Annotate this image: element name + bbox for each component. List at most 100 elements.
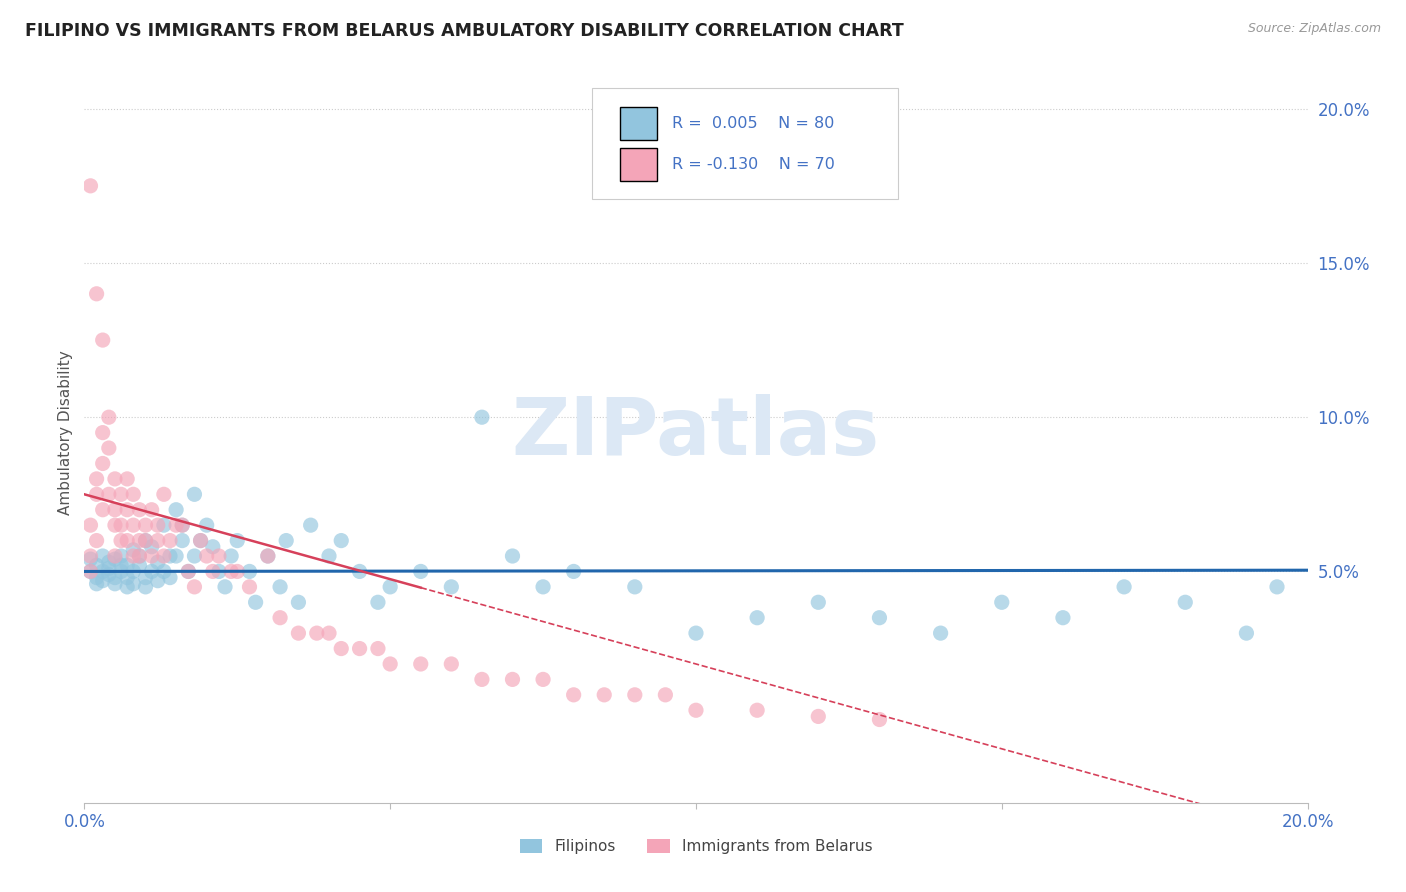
Point: [135, 533, 157, 548]
FancyBboxPatch shape: [620, 147, 657, 181]
Point: [86, 558, 108, 573]
Y-axis label: Ambulatory Disability: Ambulatory Disability: [58, 351, 73, 515]
Point: [110, 518, 132, 533]
Point: [128, 502, 150, 516]
Point: [141, 502, 163, 516]
Point: [115, 558, 138, 573]
Point: [502, 549, 524, 563]
Point: [122, 542, 145, 557]
Point: [471, 673, 494, 687]
Point: [91, 549, 114, 563]
Point: [624, 580, 647, 594]
Point: [86, 472, 108, 486]
Point: [110, 549, 132, 563]
Point: [153, 518, 176, 533]
Point: [807, 709, 830, 723]
Point: [122, 576, 145, 591]
Point: [141, 540, 163, 554]
Point: [440, 657, 463, 671]
Point: [91, 333, 114, 347]
Point: [86, 576, 108, 591]
Point: [97, 410, 120, 425]
Point: [104, 518, 127, 533]
Point: [807, 595, 830, 609]
Point: [110, 487, 132, 501]
Point: [104, 576, 127, 591]
Point: [654, 688, 676, 702]
Point: [349, 565, 371, 579]
Point: [593, 688, 616, 702]
Point: [269, 580, 291, 594]
Point: [869, 713, 891, 727]
Point: [146, 533, 169, 548]
Point: [1236, 626, 1258, 640]
Point: [115, 472, 138, 486]
Point: [172, 518, 194, 533]
Point: [183, 549, 205, 563]
Point: [562, 565, 585, 579]
Point: [183, 487, 205, 501]
Point: [79, 178, 101, 193]
Point: [165, 502, 187, 516]
Point: [330, 533, 353, 548]
Point: [190, 533, 212, 548]
Point: [153, 487, 176, 501]
Point: [190, 533, 212, 548]
Point: [929, 626, 952, 640]
Text: Source: ZipAtlas.com: Source: ZipAtlas.com: [1247, 22, 1381, 36]
Point: [685, 626, 707, 640]
Point: [91, 425, 114, 440]
Point: [219, 565, 242, 579]
Point: [685, 703, 707, 717]
Point: [141, 565, 163, 579]
Point: [79, 549, 101, 563]
Point: [79, 565, 101, 579]
Point: [747, 703, 769, 717]
Point: [195, 518, 218, 533]
Point: [128, 558, 150, 573]
Point: [159, 533, 181, 548]
Point: [122, 518, 145, 533]
Point: [624, 688, 647, 702]
Point: [409, 657, 432, 671]
Point: [104, 502, 127, 516]
Point: [79, 518, 101, 533]
Point: [471, 410, 494, 425]
Text: FILIPINO VS IMMIGRANTS FROM BELARUS AMBULATORY DISABILITY CORRELATION CHART: FILIPINO VS IMMIGRANTS FROM BELARUS AMBU…: [25, 22, 904, 40]
Point: [226, 533, 249, 548]
Point: [531, 673, 554, 687]
Point: [86, 487, 108, 501]
Point: [531, 580, 554, 594]
Point: [159, 549, 181, 563]
Point: [135, 518, 157, 533]
Text: ZIPatlas: ZIPatlas: [512, 393, 880, 472]
Point: [208, 565, 231, 579]
Point: [110, 533, 132, 548]
Point: [869, 610, 891, 624]
Point: [97, 441, 120, 455]
Point: [747, 610, 769, 624]
Point: [159, 571, 181, 585]
Point: [257, 549, 280, 563]
Point: [97, 567, 120, 582]
Legend: Filipinos, Immigrants from Belarus: Filipinos, Immigrants from Belarus: [512, 831, 880, 862]
Point: [1174, 595, 1197, 609]
Point: [172, 533, 194, 548]
Point: [135, 580, 157, 594]
Point: [287, 626, 309, 640]
Point: [305, 626, 328, 640]
Point: [349, 641, 371, 656]
Point: [380, 580, 402, 594]
Point: [122, 549, 145, 563]
Point: [128, 549, 150, 563]
Point: [287, 595, 309, 609]
Point: [318, 626, 340, 640]
Point: [79, 565, 101, 579]
Point: [104, 549, 127, 563]
Point: [153, 549, 176, 563]
Point: [110, 558, 132, 573]
Point: [201, 565, 224, 579]
Point: [97, 561, 120, 575]
Point: [153, 565, 176, 579]
Point: [318, 549, 340, 563]
